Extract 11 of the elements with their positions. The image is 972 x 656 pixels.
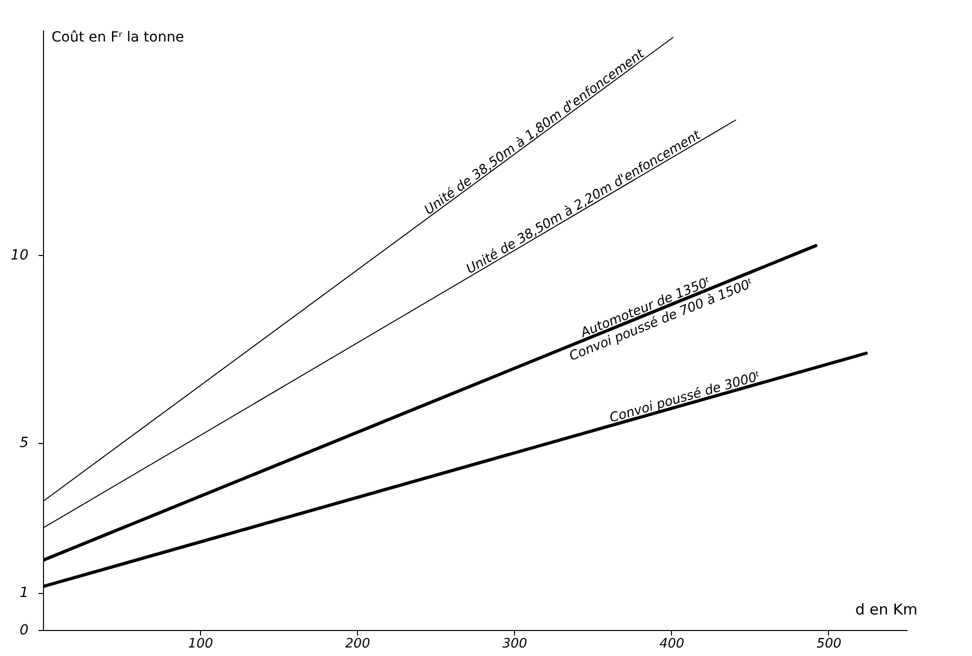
y-tick-label: 1 (20, 585, 28, 601)
x-tick-label: 200 (345, 636, 370, 652)
x-tick-label: 500 (816, 636, 842, 652)
x-tick-label: 400 (659, 636, 684, 652)
x-tick-label: 100 (188, 636, 214, 652)
y-tick-label: 5 (20, 435, 29, 451)
y-axis-title: Coût en Fʳ la tonne (52, 30, 184, 46)
y-tick-label: 0 (20, 622, 29, 638)
x-tick-label: 300 (502, 636, 528, 652)
y-tick-label: 10 (10, 248, 29, 264)
x-axis-title: d en Km (855, 600, 918, 618)
